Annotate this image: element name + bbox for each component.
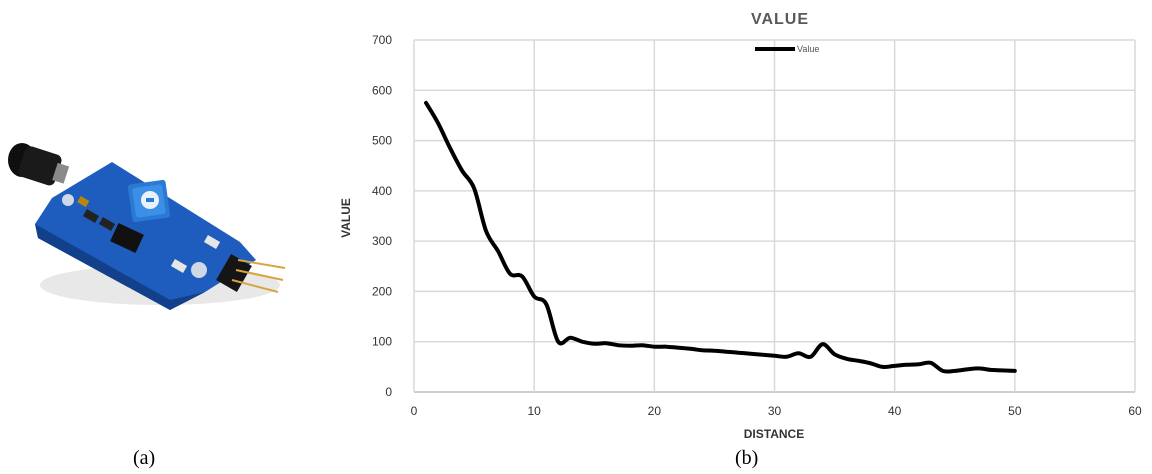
y-tick-label: 500 — [372, 134, 392, 148]
mount-hole — [191, 262, 207, 278]
caption-a: (a) — [133, 447, 156, 469]
y-tick-label: 400 — [372, 184, 392, 198]
y-tick-label: 600 — [372, 83, 392, 97]
y-tick-label: 200 — [372, 284, 392, 298]
potentiometer — [127, 179, 171, 223]
x-tick-label: 60 — [1128, 404, 1142, 418]
flame-sensor-module-photo — [8, 143, 286, 310]
x-tick-labels: 0 10 20 30 40 50 60 — [411, 404, 1142, 418]
ir-receiver — [8, 143, 70, 186]
y-tick-label: 700 — [372, 33, 392, 47]
chart-title: VALUE — [751, 11, 809, 28]
legend-label-value: Value — [797, 44, 819, 54]
caption-b: (b) — [735, 447, 759, 469]
series-line-value — [424, 100, 1017, 374]
x-tick-label: 20 — [648, 404, 662, 418]
x-tick-label: 0 — [411, 404, 418, 418]
ic-chip — [110, 223, 144, 253]
smd-resistor — [82, 209, 100, 223]
led — [203, 235, 221, 249]
y-tick-label: 300 — [372, 234, 392, 248]
x-tick-label: 50 — [1008, 404, 1022, 418]
y-axis-title: VALUE — [339, 198, 353, 238]
y-tick-labels: 0 100 200 300 400 500 600 700 — [372, 33, 392, 399]
legend: Value — [755, 44, 819, 54]
header-pins — [216, 254, 286, 293]
y-tick-label: 0 — [385, 385, 392, 399]
x-tick-label: 10 — [527, 404, 541, 418]
led — [170, 259, 188, 273]
grid — [413, 39, 1136, 393]
smd-capacitor — [77, 196, 90, 208]
mount-hole — [62, 194, 74, 206]
x-tick-label: 30 — [768, 404, 782, 418]
x-tick-label: 40 — [888, 404, 902, 418]
line-chart: VALUE 0 100 200 300 400 500 600 700 0 10 20 30 40 50… — [339, 11, 1142, 441]
x-axis-title: DISTANCE — [744, 427, 804, 441]
y-tick-label: 100 — [372, 335, 392, 349]
smd-resistor — [98, 217, 116, 231]
